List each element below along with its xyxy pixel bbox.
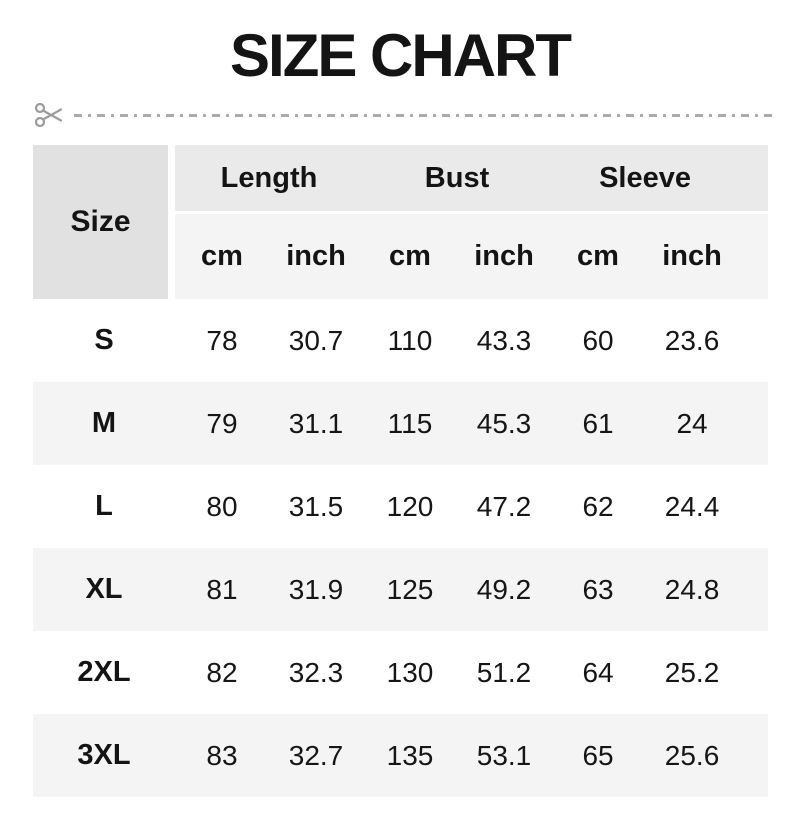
unit-header-length-cm: cm: [175, 214, 269, 299]
cell-sleeve-inch: 25.6: [664, 739, 720, 771]
cell-sleeve-cm: 60: [582, 324, 614, 356]
page-title: SIZE CHART: [230, 22, 572, 89]
cell-length-inch: 32.3: [288, 656, 344, 688]
cell-length-inch: 31.5: [288, 490, 344, 522]
cell-bust-cm: 125: [386, 573, 434, 605]
cell-bust-inch: 51.2: [476, 656, 532, 688]
group-header-bust: Bust: [363, 145, 552, 214]
scissors-icon: [34, 102, 63, 128]
size-chart-page: SIZE CHART Size Length Bust Sleeve cm in…: [0, 26, 800, 797]
cell-bust-inch: 47.2: [476, 490, 532, 522]
cell-sleeve-inch: 24.8: [664, 573, 720, 605]
cell-bust-cm: 120: [386, 490, 434, 522]
cell-length-inch: 31.1: [288, 407, 344, 439]
cell-bust-cm: 115: [387, 407, 433, 439]
unit-header-row: cm inch cm inch cm inch: [33, 214, 769, 299]
cell-sleeve-inch: 25.2: [664, 656, 720, 688]
cell-length-cm: 80: [206, 490, 238, 522]
size-column-header: Size: [33, 145, 175, 299]
unit-header-sleeve-cm: cm: [551, 214, 646, 299]
cut-line-dashes: [74, 113, 772, 117]
cell-bust-cm: 110: [387, 324, 433, 356]
table-row-l: L 80 31.5 120 47.2 62 24.4: [33, 465, 769, 548]
table-row-3xl: 3XL 83 32.7 135 53.1 65 25.6: [33, 714, 769, 797]
cell-length-cm: 78: [206, 324, 238, 356]
cell-length-inch: 30.7: [288, 324, 344, 356]
cell-bust-inch: 43.3: [476, 324, 532, 356]
size-table-body: S 78 30.7 110 43.3 60 23.6 M 79 31.1 115…: [33, 299, 769, 797]
cell-length-cm: 79: [206, 407, 238, 439]
cell-sleeve-inch: 24: [676, 407, 708, 439]
size-table-header: Size Length Bust Sleeve cm inch cm inch …: [33, 145, 769, 299]
size-table: Size Length Bust Sleeve cm inch cm inch …: [33, 145, 769, 797]
group-header-sleeve: Sleeve: [551, 145, 769, 214]
size-label: L: [95, 490, 113, 522]
cell-bust-inch: 49.2: [476, 573, 532, 605]
cell-length-cm: 81: [206, 573, 238, 605]
cell-sleeve-inch: 24.4: [664, 490, 720, 522]
group-header-row: Size Length Bust Sleeve: [33, 145, 769, 299]
size-label: M: [91, 407, 117, 439]
cell-length-cm: 83: [206, 739, 238, 771]
cell-length-inch: 32.7: [288, 739, 344, 771]
cell-sleeve-cm: 64: [582, 656, 614, 688]
cell-length-cm: 82: [206, 656, 238, 688]
size-label: 3XL: [77, 739, 131, 771]
cell-sleeve-inch: 23.6: [664, 324, 720, 356]
cell-bust-cm: 130: [386, 656, 434, 688]
unit-header-sleeve-inch: inch: [645, 214, 769, 299]
cell-sleeve-cm: 65: [582, 739, 614, 771]
unit-header-bust-inch: inch: [457, 214, 552, 299]
size-label: 2XL: [77, 656, 131, 688]
cell-bust-cm: 135: [386, 739, 434, 771]
cut-line: [34, 98, 772, 132]
unit-header-bust-cm: cm: [363, 214, 457, 299]
size-label: XL: [85, 573, 123, 605]
cell-sleeve-cm: 61: [582, 407, 614, 439]
cell-bust-inch: 45.3: [476, 407, 532, 439]
table-row-xl: XL 81 31.9 125 49.2 63 24.8: [33, 548, 769, 631]
table-row-s: S 78 30.7 110 43.3 60 23.6: [33, 299, 769, 382]
cell-sleeve-cm: 62: [582, 490, 614, 522]
cell-bust-inch: 53.1: [476, 739, 532, 771]
unit-header-length-inch: inch: [269, 214, 363, 299]
size-label: S: [94, 324, 114, 356]
cell-length-inch: 31.9: [288, 573, 344, 605]
table-row-m: M 79 31.1 115 45.3 61 24: [33, 382, 769, 465]
group-header-length: Length: [175, 145, 363, 214]
cell-sleeve-cm: 63: [582, 573, 614, 605]
table-row-2xl: 2XL 82 32.3 130 51.2 64 25.2: [33, 631, 769, 714]
